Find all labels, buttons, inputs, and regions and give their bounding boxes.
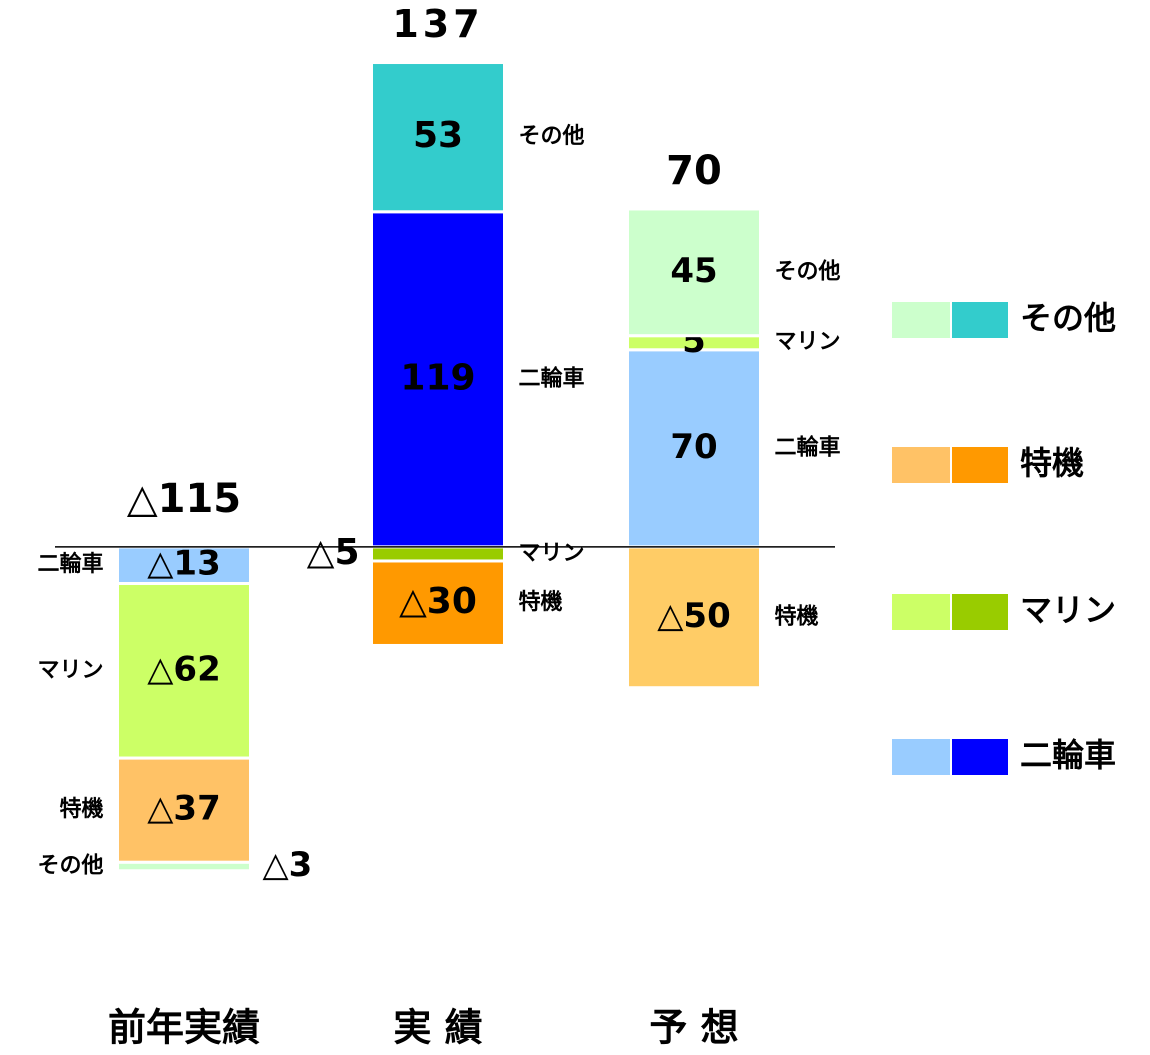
legend-swatch xyxy=(892,447,950,483)
segment-name: マリン xyxy=(519,541,585,566)
segment-name: その他 xyxy=(775,259,841,284)
legend-label: 二輪車 xyxy=(1020,736,1116,774)
value-label: 70 xyxy=(670,427,717,467)
value-label: △62 xyxy=(147,649,220,689)
segment-name: 特機 xyxy=(59,796,103,822)
value-label: 53 xyxy=(413,115,463,156)
legend-label: その他 xyxy=(1020,299,1116,337)
total-label: △115 xyxy=(127,476,241,522)
total-label: 137 xyxy=(392,2,483,46)
segment-name: 特機 xyxy=(519,589,563,615)
category-label: 実 績 xyxy=(393,1006,482,1050)
segment-name: 二輪車 xyxy=(37,551,103,577)
value-label: △37 xyxy=(147,789,220,829)
segment-name: その他 xyxy=(519,124,585,149)
segment-name: 特機 xyxy=(775,603,819,629)
bar-segment xyxy=(626,207,762,338)
value-label: 119 xyxy=(400,357,475,398)
value-label: △30 xyxy=(399,581,477,622)
bar-segment xyxy=(370,210,506,549)
bar-segment xyxy=(370,61,506,214)
segment-name: マリン xyxy=(775,330,841,355)
segment-name: 二輪車 xyxy=(519,365,585,391)
total-label: 70 xyxy=(666,148,722,194)
segment-name: 二輪車 xyxy=(775,434,841,460)
legend-swatch xyxy=(892,594,950,630)
bar-segment xyxy=(370,545,506,563)
legend-swatch xyxy=(892,739,950,775)
category-label: 予 想 xyxy=(649,1006,738,1050)
segment-name: その他 xyxy=(37,854,103,879)
legend-label: マリン xyxy=(1020,591,1116,629)
bar-segment xyxy=(116,582,252,760)
legend-swatch xyxy=(952,302,1008,338)
bar-segment xyxy=(116,860,252,873)
legend-label: 特機 xyxy=(1020,444,1084,482)
legend-swatch xyxy=(892,302,950,338)
value-label: △13 xyxy=(147,544,220,584)
bar-segment xyxy=(370,559,506,647)
category-label: 前年実績 xyxy=(108,1006,260,1050)
legend-swatch xyxy=(952,447,1008,483)
value-label: △50 xyxy=(657,596,730,636)
value-label: △5 xyxy=(307,532,360,573)
segment-name: マリン xyxy=(37,658,103,683)
value-label: 45 xyxy=(670,251,717,291)
value-label: △3 xyxy=(263,845,313,885)
legend-swatch xyxy=(952,739,1008,775)
legend-swatch xyxy=(952,594,1008,630)
